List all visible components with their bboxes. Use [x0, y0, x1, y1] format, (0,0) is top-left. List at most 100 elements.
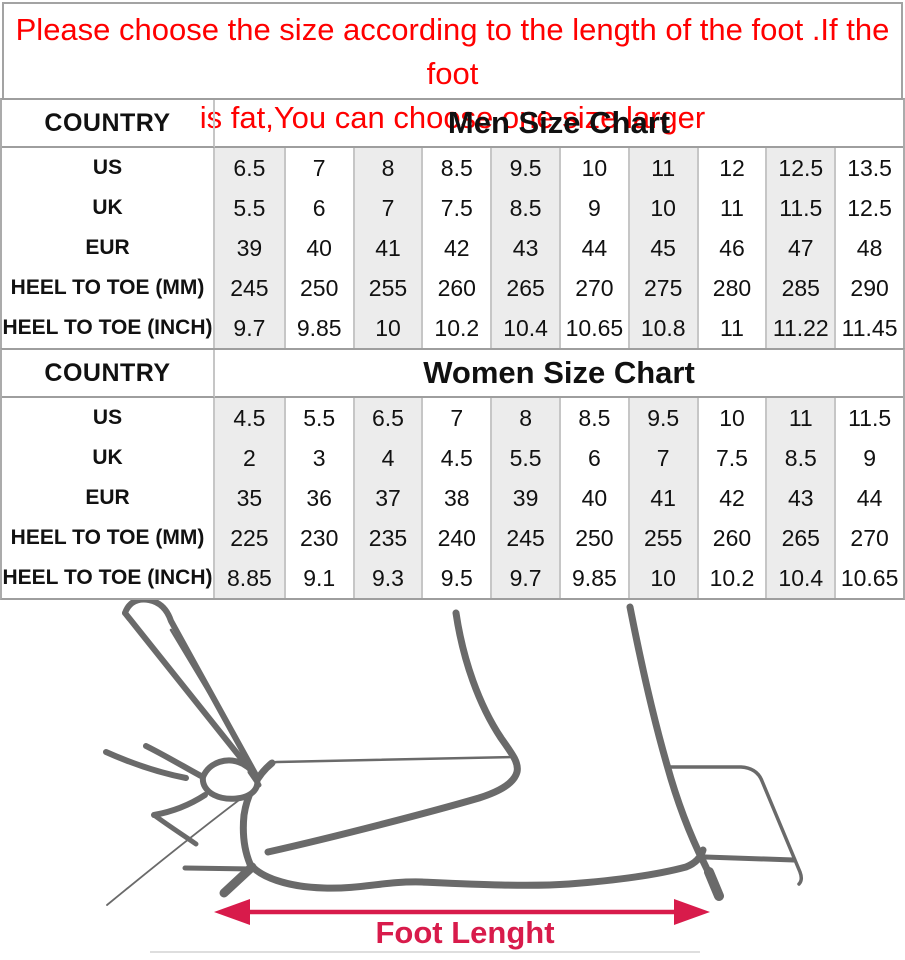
row-label: HEEL TO TOE (INCH): [2, 308, 215, 348]
row-label: HEEL TO TOE (MM): [2, 518, 215, 558]
size-value: 6: [283, 188, 353, 228]
heel-guide-line: [668, 765, 804, 886]
size-value: 5.5: [490, 438, 559, 478]
size-value: 280: [696, 268, 766, 308]
size-value: 4.5: [421, 438, 490, 478]
size-value: 250: [283, 268, 353, 308]
size-value: 11.45: [834, 308, 903, 348]
size-value: 6.5: [352, 398, 422, 438]
size-value: 46: [696, 228, 766, 268]
size-value: 7.5: [696, 438, 766, 478]
toe-front-line: [239, 759, 276, 868]
size-value: 10: [352, 308, 422, 348]
size-value: 40: [283, 228, 353, 268]
foot-outline: [182, 603, 797, 901]
row-label: US: [2, 398, 215, 438]
size-value: 35: [215, 478, 284, 518]
size-value: 48: [834, 228, 903, 268]
size-value: 45: [627, 228, 697, 268]
size-value: 9.5: [627, 398, 697, 438]
row-label: EUR: [2, 228, 215, 268]
size-value: 9.3: [352, 558, 422, 598]
size-value: 11: [696, 188, 766, 228]
row-label: US: [2, 148, 215, 188]
size-value: 245: [490, 518, 559, 558]
row-label: UK: [2, 438, 215, 478]
size-value: 41: [627, 478, 697, 518]
size-value: 9.1: [283, 558, 353, 598]
size-value: 10.65: [559, 308, 628, 348]
size-value: 6: [559, 438, 628, 478]
size-value: 240: [421, 518, 490, 558]
size-value: 255: [352, 268, 422, 308]
notice-line-2: is fat,You can choose one size larger: [199, 100, 706, 135]
table-title: Women Size Chart: [215, 350, 903, 398]
size-value: 7: [283, 148, 353, 188]
size-value: 10.8: [627, 308, 697, 348]
size-value: 10.4: [490, 308, 559, 348]
arrow-head-right: [674, 899, 710, 925]
size-value: 275: [627, 268, 697, 308]
size-value: 10: [696, 398, 766, 438]
pen-edge: [122, 610, 247, 765]
size-value: 11: [696, 308, 766, 348]
finger-line-1: [103, 749, 189, 781]
heel-tick: [702, 854, 797, 863]
size-value: 10.2: [696, 558, 766, 598]
size-value: 265: [765, 518, 835, 558]
size-value: 11.5: [765, 188, 835, 228]
front-leg-instep-line: [264, 609, 521, 856]
foot-length-arrow: [214, 899, 710, 925]
size-value: 42: [696, 478, 766, 518]
size-value: 10: [627, 188, 697, 228]
size-value: 10.4: [765, 558, 835, 598]
size-value: 39: [490, 478, 559, 518]
size-value: 9.7: [215, 308, 284, 348]
size-value: 235: [352, 518, 422, 558]
size-value: 7: [421, 398, 490, 438]
size-value: 9.5: [421, 558, 490, 598]
size-value: 260: [421, 268, 490, 308]
toe-guide-line: [261, 755, 515, 777]
size-notice: Please choose the size according to the …: [2, 2, 903, 135]
size-value: 270: [834, 518, 903, 558]
size-value: 11.22: [765, 308, 835, 348]
size-value: 9.85: [559, 558, 628, 598]
size-value: 9.5: [490, 148, 559, 188]
hand-lower-line: [151, 792, 208, 818]
size-value: 7: [627, 438, 697, 478]
size-value: 37: [352, 478, 422, 518]
size-value: 9: [559, 188, 628, 228]
size-value: 5.5: [215, 188, 284, 228]
size-value: 245: [215, 268, 284, 308]
size-value: 43: [765, 478, 835, 518]
sole-line: [246, 846, 707, 892]
arrow-head-left: [214, 899, 250, 925]
corner-label: COUNTRY: [2, 350, 215, 398]
size-value: 8.5: [559, 398, 628, 438]
size-value: 9.7: [490, 558, 559, 598]
size-value: 10: [627, 558, 697, 598]
row-label: UK: [2, 188, 215, 228]
size-value: 4.5: [215, 398, 284, 438]
notice-line-1: Please choose the size according to the …: [15, 12, 890, 91]
hand-wrist-line: [151, 812, 199, 847]
size-value: 44: [559, 228, 628, 268]
size-value: 10.65: [834, 558, 903, 598]
size-value: 265: [490, 268, 559, 308]
size-value: 5.5: [283, 398, 353, 438]
size-value: 8: [352, 148, 422, 188]
row-label: HEEL TO TOE (MM): [2, 268, 215, 308]
size-value: 8.5: [421, 148, 490, 188]
size-value: 255: [627, 518, 697, 558]
hand-with-pen: [103, 596, 262, 847]
size-value: 47: [765, 228, 835, 268]
size-value: 250: [559, 518, 628, 558]
size-value: 10: [559, 148, 628, 188]
toe-tick: [182, 865, 256, 872]
row-label: EUR: [2, 478, 215, 518]
size-value: 9: [834, 438, 903, 478]
size-value: 7.5: [421, 188, 490, 228]
size-value: 270: [559, 268, 628, 308]
